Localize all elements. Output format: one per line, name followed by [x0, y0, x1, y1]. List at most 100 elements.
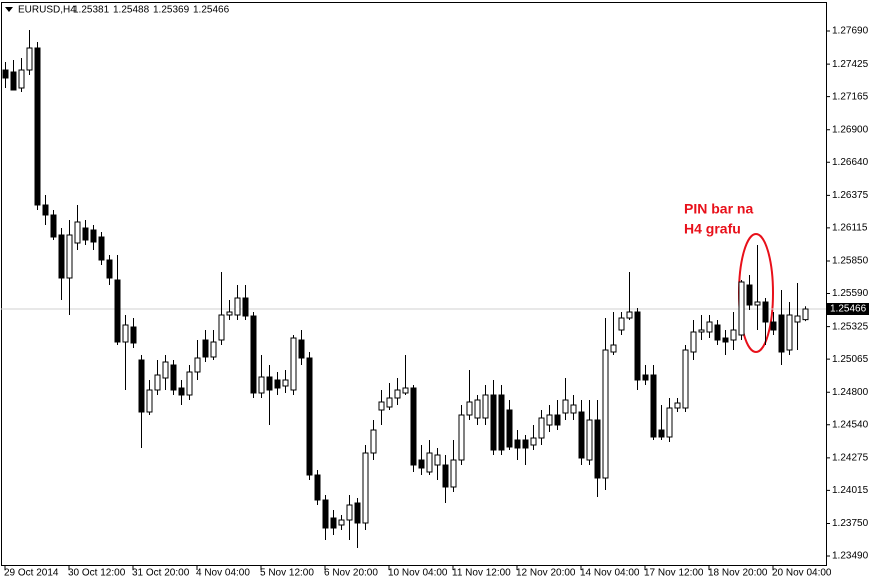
candle-body: [410, 387, 417, 466]
x-tick-label: 14 Nov 04:00: [580, 568, 640, 579]
candle-body: [82, 227, 89, 241]
candle-body: [546, 414, 553, 426]
candle-body: [610, 344, 617, 353]
candle-body: [114, 279, 121, 343]
menu-arrow: [5, 7, 13, 12]
symbol: EURUSD,H4: [18, 5, 76, 16]
candle-body: [10, 71, 17, 91]
candle-body: [66, 234, 73, 279]
candle-body: [18, 69, 25, 89]
candle-body: [802, 308, 809, 321]
candle-body: [562, 399, 569, 414]
candle-body: [330, 517, 337, 529]
candle-body: [490, 394, 497, 451]
candle-body: [194, 357, 201, 373]
candle-body: [98, 236, 105, 261]
y-tick-label: 1.26115: [832, 223, 868, 234]
candle-body: [458, 414, 465, 461]
y-tick-label: 1.24015: [832, 485, 869, 496]
x-tick-label: 31 Oct 20:00: [132, 568, 190, 579]
candle-body: [658, 429, 665, 438]
y-tick-label: 1.26375: [832, 190, 869, 201]
candle-body: [178, 387, 185, 396]
candle-body: [354, 502, 361, 524]
candle-body: [698, 329, 705, 333]
x-tick-label: 5 Nov 12:00: [260, 568, 314, 579]
candle-body: [346, 504, 353, 521]
candle-body: [594, 419, 601, 479]
candle-body: [634, 311, 641, 381]
candle-body: [442, 464, 449, 488]
candle-body: [794, 315, 801, 323]
candle-body: [250, 315, 257, 394]
candle-body: [234, 297, 241, 316]
candle-body: [266, 376, 273, 391]
y-tick-label: 1.24540: [832, 419, 869, 430]
candle-body: [106, 259, 113, 279]
candle-body: [690, 331, 697, 353]
header-low: 1.25369: [153, 5, 190, 16]
candle-body: [722, 337, 729, 343]
candle-body: [650, 374, 657, 438]
candle-body: [514, 439, 521, 449]
candle-body: [506, 409, 513, 448]
candle-body: [226, 311, 233, 316]
candle-body: [626, 311, 633, 319]
candle-body: [90, 229, 97, 243]
candle-body: [738, 281, 745, 336]
candle-body: [554, 414, 561, 426]
candle-body: [570, 404, 577, 414]
candle-body: [602, 349, 609, 479]
candle-body: [730, 329, 737, 341]
candle-body: [314, 474, 321, 501]
x-tick-label: 29 Oct 2014: [4, 568, 59, 579]
candle-body: [338, 519, 345, 526]
candle-body: [762, 301, 769, 323]
x-tick-label: 10 Nov 04:00: [388, 568, 448, 579]
x-tick-label: 17 Nov 12:00: [644, 568, 704, 579]
header-open: 1.25381: [73, 5, 110, 16]
candle-body: [530, 437, 537, 446]
candle-body: [34, 47, 41, 206]
candle-body: [282, 379, 289, 387]
candle-body: [666, 407, 673, 438]
candle-body: [274, 379, 281, 389]
candle-body: [682, 349, 689, 409]
candle-body: [50, 214, 57, 238]
candle-body: [210, 341, 217, 358]
candle-body: [746, 284, 753, 306]
y-tick-label: 1.25850: [832, 256, 869, 267]
candle-body: [378, 401, 385, 411]
candle-body: [26, 47, 33, 71]
candle-body: [522, 439, 529, 449]
x-tick-label: 12 Nov 20:00: [516, 568, 576, 579]
candle-body: [770, 321, 777, 331]
candle-body: [642, 374, 649, 381]
candle-body: [242, 297, 249, 317]
x-tick-label: 11 Nov 12:00: [452, 568, 511, 579]
candle-body: [362, 452, 369, 524]
candle-body: [154, 374, 161, 391]
y-tick-label: 1.23750: [832, 518, 869, 529]
candle-body: [450, 459, 457, 488]
candle-body: [138, 359, 145, 413]
candle-body: [674, 402, 681, 409]
x-tick-label: 20 Nov 04:00: [772, 568, 832, 579]
candle-body: [466, 401, 473, 416]
candle-body: [202, 339, 209, 358]
candle-body: [370, 429, 377, 454]
x-tick-label: 30 Oct 12:00: [68, 568, 126, 579]
candle-body: [402, 387, 409, 394]
candle-body: [754, 301, 761, 306]
candle-body: [170, 364, 177, 391]
candle-body: [146, 389, 153, 413]
candle-body: [122, 324, 129, 343]
header-close: 1.25466: [193, 5, 230, 16]
candle-body: [714, 324, 721, 341]
candle-body: [2, 69, 9, 79]
y-tick-label: 1.24275: [832, 453, 869, 464]
price-box: [827, 303, 869, 315]
y-tick-label: 1.26640: [832, 157, 869, 168]
